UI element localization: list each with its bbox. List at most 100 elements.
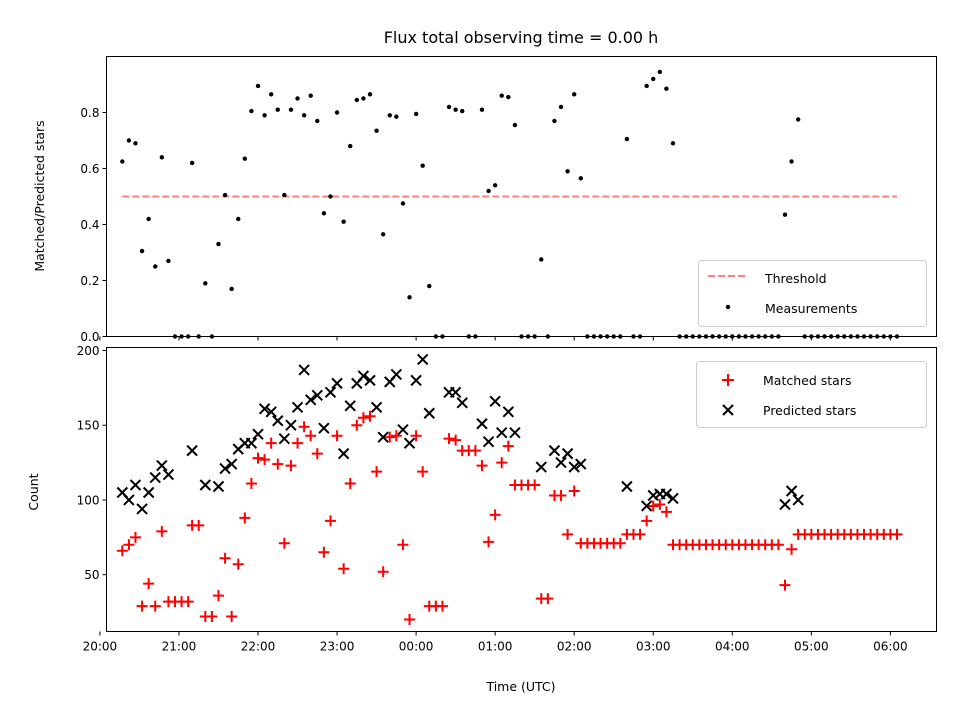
measurements-point xyxy=(126,138,132,143)
measurements-point xyxy=(348,143,353,149)
count-x-tick-label: 22:00 xyxy=(241,640,276,654)
measurements-point xyxy=(664,86,669,91)
measurements-point xyxy=(295,96,300,101)
matched-stars-point xyxy=(116,545,128,557)
predicted-stars-point xyxy=(535,461,547,473)
measurements-point xyxy=(380,232,386,237)
matched-stars-point xyxy=(136,600,148,612)
matched-stars-point xyxy=(647,500,659,512)
measurements-point xyxy=(334,110,340,115)
predicted-stars-point xyxy=(561,447,574,460)
count-y-tick-label: 200 xyxy=(77,344,100,358)
measurements-legend-swatch xyxy=(725,304,731,310)
matched-stars-point xyxy=(779,579,791,591)
measurements-point xyxy=(644,83,649,89)
measurements-point xyxy=(249,108,254,114)
matched-stars-point xyxy=(305,430,317,442)
matched-stars-point xyxy=(469,445,481,457)
count-x-tick-label: 23:00 xyxy=(320,640,355,654)
measurements-point xyxy=(795,117,801,122)
predicted-stars-point xyxy=(129,479,142,491)
matched-stars-point xyxy=(641,515,653,527)
predicted-stars-point xyxy=(423,407,435,419)
predicted-stars-point xyxy=(136,503,148,515)
predicted-stars-point xyxy=(318,422,330,434)
matched-stars-point xyxy=(143,578,155,590)
matched-stars-point xyxy=(272,458,284,470)
threshold-legend-label: Threshold xyxy=(764,271,827,286)
matched-stars-point xyxy=(245,478,257,490)
count-x-tick-label: 03:00 xyxy=(636,640,671,654)
measurements-legend-label: Measurements xyxy=(765,301,857,316)
predicted-stars-point xyxy=(377,431,389,443)
measurements-point xyxy=(229,286,234,292)
predicted-stars-point xyxy=(403,437,416,449)
matched-stars-point xyxy=(436,600,448,612)
predicted-stars-point xyxy=(390,368,403,381)
predicted-stars-point xyxy=(496,426,508,439)
count-y-tick-label: 100 xyxy=(77,493,100,507)
ratio-y-tick-label: 0.8 xyxy=(80,106,99,120)
predicted-stars-point xyxy=(667,492,679,505)
measurements-point xyxy=(446,104,452,110)
predicted-stars-point xyxy=(186,444,198,457)
predicted-stars-point xyxy=(162,468,175,481)
matched-stars-point xyxy=(252,452,264,464)
predicted-stars-point xyxy=(575,458,587,470)
matched-stars-point xyxy=(568,485,580,497)
predicted-stars-point xyxy=(311,389,324,402)
measurements-point xyxy=(203,281,208,286)
measurements-point xyxy=(499,93,504,98)
measurements-point xyxy=(242,156,248,161)
matched-stars-point xyxy=(129,531,141,543)
matched-stars-point xyxy=(397,539,409,551)
count-y-tick-label: 150 xyxy=(77,419,100,433)
measurements-point xyxy=(374,128,379,133)
measurements-point xyxy=(139,248,145,254)
matched-stars-point xyxy=(404,614,416,626)
measurements-point xyxy=(166,258,171,264)
count-y-ticks: 50 100 150 200 xyxy=(77,344,107,582)
count-x-tick-label: 06:00 xyxy=(873,640,908,654)
ratio-plot-area xyxy=(120,69,900,339)
matched-legend-swatch xyxy=(722,374,734,386)
predicted-stars-point xyxy=(364,374,376,387)
measurements-point xyxy=(400,201,406,206)
measurements-point xyxy=(216,241,221,247)
predicted-stars-point xyxy=(489,395,501,408)
matched-stars-point xyxy=(634,528,646,540)
count-x-tick-label: 02:00 xyxy=(557,640,592,654)
count-x-tick-label: 01:00 xyxy=(478,640,513,654)
ratio-panel: 0.00.20.40.60.8 Matched/Predicted stars … xyxy=(32,56,937,344)
predicted-stars-point xyxy=(291,401,304,413)
predicted-legend-swatch xyxy=(722,404,734,416)
measurements-point xyxy=(146,216,151,222)
matched-stars-point xyxy=(206,611,218,623)
predicted-stars-point xyxy=(647,489,659,502)
predicted-stars-point xyxy=(298,364,310,376)
measurements-point xyxy=(255,83,261,89)
predicted-stars-point xyxy=(357,370,370,382)
predicted-stars-point xyxy=(548,444,561,457)
ratio-axes-frame xyxy=(106,56,937,337)
measurements-point xyxy=(427,283,432,289)
matched-stars-point xyxy=(364,410,376,422)
count-panel: 50 100 150 200 20:00 21:00 22:00 23:00 00:00 01:… xyxy=(26,344,937,694)
measurements-point xyxy=(789,159,794,164)
matched-stars-point xyxy=(384,431,396,443)
predicted-stars-point xyxy=(555,456,567,469)
measurements-point xyxy=(120,159,125,164)
matched-stars-point xyxy=(476,460,488,472)
predicted-stars-point xyxy=(304,394,317,406)
ratio-y-tick-label: 0.4 xyxy=(80,218,99,232)
measurements-point xyxy=(222,192,228,198)
measurements-point xyxy=(479,107,485,112)
predicted-stars-point xyxy=(416,353,429,366)
matched-stars-point xyxy=(489,509,501,521)
measurements-point xyxy=(354,97,360,103)
count-axes-frame xyxy=(106,347,937,632)
measurements-point xyxy=(512,122,518,128)
measurements-point xyxy=(153,264,158,269)
matched-stars-point xyxy=(417,466,429,478)
measurements-point xyxy=(670,141,676,146)
